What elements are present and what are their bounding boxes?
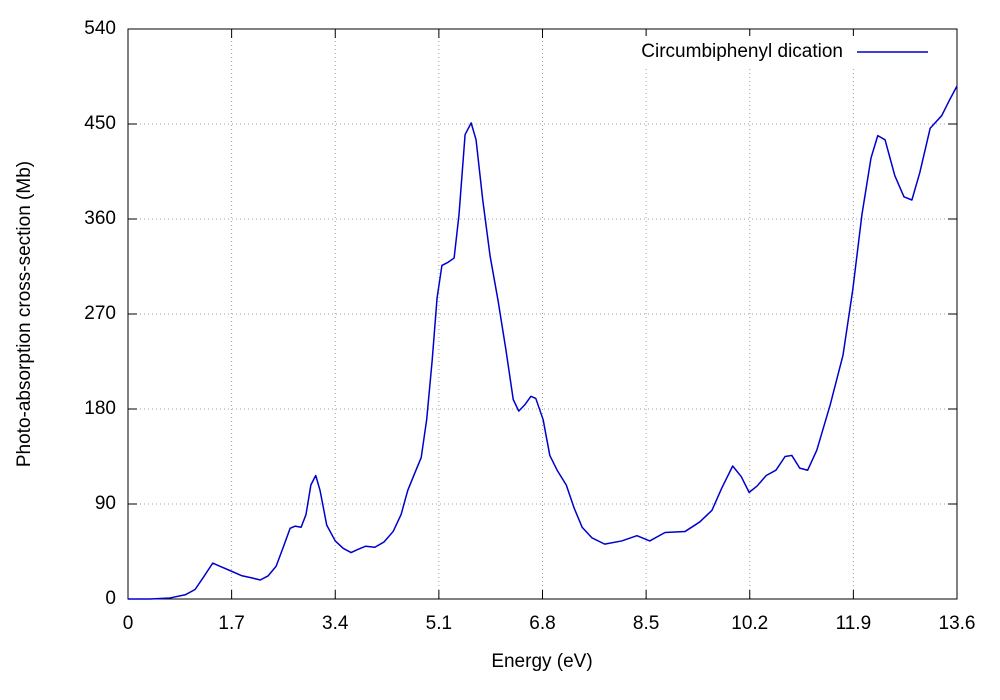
- x-axis-label: Energy (eV): [491, 651, 592, 672]
- x-tick-label: 6.8: [529, 613, 555, 634]
- y-tick-label: 180: [84, 398, 116, 419]
- x-tick-label: 10.2: [731, 613, 768, 634]
- legend-label: Circumbiphenyl dication: [641, 41, 843, 62]
- x-tick-label: 11.9: [836, 613, 872, 634]
- x-tick-label: 13.6: [939, 613, 976, 634]
- data-line: [128, 85, 958, 600]
- plot-frame: [127, 28, 958, 600]
- x-tick-label: 8.5: [633, 613, 659, 634]
- y-tick-label: 90: [95, 493, 116, 514]
- x-tick-label: 3.4: [322, 613, 349, 634]
- y-tick-label: 450: [84, 113, 116, 134]
- x-tick-label: 0: [123, 613, 134, 634]
- x-tick-label: 5.1: [426, 613, 452, 634]
- y-tick-label: 540: [84, 18, 116, 39]
- x-tick-label: 1.7: [218, 613, 244, 634]
- y-tick-label: 0: [105, 588, 116, 609]
- y-tick-label: 270: [84, 303, 116, 324]
- y-tick-label: 360: [84, 208, 116, 229]
- y-axis-label: Photo-absorption cross-section (Mb): [14, 161, 35, 467]
